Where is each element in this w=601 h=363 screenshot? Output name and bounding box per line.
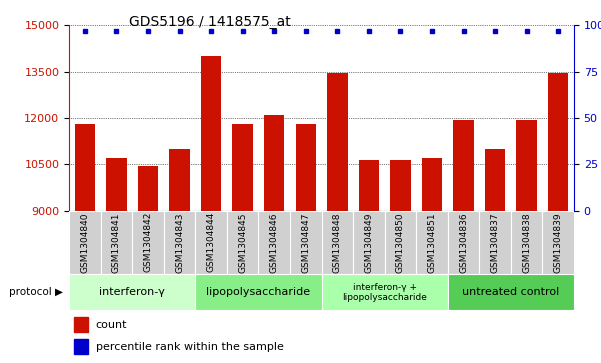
Bar: [327, 73, 347, 211]
Bar: [195, 211, 227, 274]
Bar: [416, 211, 448, 274]
Bar: [69, 211, 101, 274]
Text: percentile rank within the sample: percentile rank within the sample: [96, 342, 284, 352]
Bar: [169, 149, 190, 211]
Text: protocol ▶: protocol ▶: [9, 287, 63, 297]
Text: GSM1304841: GSM1304841: [112, 212, 121, 273]
Text: count: count: [96, 320, 127, 330]
Text: untreated control: untreated control: [462, 287, 560, 297]
Bar: [480, 211, 511, 274]
Bar: [359, 160, 379, 211]
Text: GSM1304842: GSM1304842: [144, 212, 153, 273]
Bar: [138, 166, 158, 211]
Bar: [548, 73, 569, 211]
Bar: [453, 119, 474, 211]
Text: lipopolysaccharide: lipopolysaccharide: [206, 287, 311, 297]
Text: interferon-γ: interferon-γ: [99, 287, 165, 297]
Bar: [296, 124, 316, 211]
Bar: [542, 211, 574, 274]
Bar: [69, 274, 195, 310]
Text: GSM1304848: GSM1304848: [333, 212, 342, 273]
Bar: [233, 124, 253, 211]
Bar: [201, 56, 221, 211]
Text: GSM1304849: GSM1304849: [364, 212, 373, 273]
Bar: [422, 158, 442, 211]
Bar: [227, 211, 258, 274]
Bar: [258, 211, 290, 274]
Bar: [195, 274, 322, 310]
Text: interferon-γ +
lipopolysaccharide: interferon-γ + lipopolysaccharide: [342, 282, 427, 302]
Bar: [74, 317, 88, 332]
Text: GSM1304846: GSM1304846: [270, 212, 279, 273]
Text: GSM1304839: GSM1304839: [554, 212, 563, 273]
Bar: [264, 115, 284, 211]
Text: GSM1304844: GSM1304844: [207, 212, 216, 273]
Bar: [511, 211, 542, 274]
Bar: [448, 274, 574, 310]
Text: GSM1304843: GSM1304843: [175, 212, 184, 273]
Bar: [101, 211, 132, 274]
Text: GSM1304838: GSM1304838: [522, 212, 531, 273]
Bar: [322, 274, 448, 310]
Bar: [448, 211, 480, 274]
Bar: [132, 211, 163, 274]
Text: GSM1304851: GSM1304851: [427, 212, 436, 273]
Text: GSM1304840: GSM1304840: [81, 212, 90, 273]
Text: GDS5196 / 1418575_at: GDS5196 / 1418575_at: [129, 15, 291, 29]
Text: GSM1304836: GSM1304836: [459, 212, 468, 273]
Bar: [163, 211, 195, 274]
Text: GSM1304847: GSM1304847: [301, 212, 310, 273]
Bar: [485, 149, 505, 211]
Bar: [75, 124, 95, 211]
Text: GSM1304845: GSM1304845: [238, 212, 247, 273]
Bar: [106, 158, 127, 211]
Text: GSM1304837: GSM1304837: [490, 212, 499, 273]
Bar: [353, 211, 385, 274]
Bar: [74, 339, 88, 354]
Bar: [516, 119, 537, 211]
Text: GSM1304850: GSM1304850: [396, 212, 405, 273]
Bar: [385, 211, 416, 274]
Bar: [290, 211, 322, 274]
Bar: [322, 211, 353, 274]
Bar: [390, 160, 410, 211]
